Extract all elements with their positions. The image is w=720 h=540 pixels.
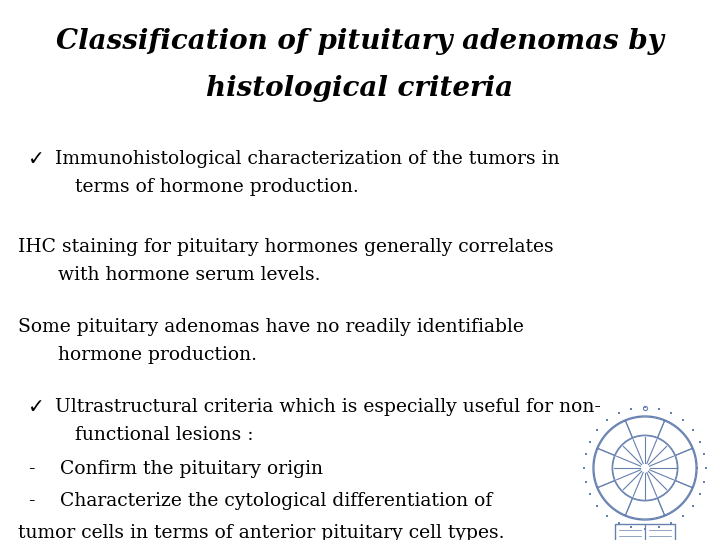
Text: hormone production.: hormone production. — [58, 346, 257, 364]
Text: ✓: ✓ — [28, 398, 45, 417]
Text: Ultrastructural criteria which is especially useful for non-: Ultrastructural criteria which is especi… — [55, 398, 601, 416]
Text: ✓: ✓ — [28, 150, 45, 169]
Text: Characterize the cytological differentiation of: Characterize the cytological differentia… — [60, 492, 492, 510]
Text: -: - — [28, 460, 35, 478]
Text: IHC staining for pituitary hormones generally correlates: IHC staining for pituitary hormones gene… — [18, 238, 554, 256]
Text: histological criteria: histological criteria — [207, 75, 513, 102]
Text: Classification of pituitary adenomas by: Classification of pituitary adenomas by — [56, 28, 664, 55]
Text: Confirm the pituitary origin: Confirm the pituitary origin — [60, 460, 323, 478]
Text: Some pituitary adenomas have no readily identifiable: Some pituitary adenomas have no readily … — [18, 318, 524, 336]
Text: functional lesions :: functional lesions : — [75, 426, 253, 444]
Text: terms of hormone production.: terms of hormone production. — [75, 178, 359, 196]
Text: with hormone serum levels.: with hormone serum levels. — [58, 266, 320, 284]
Text: Immunohistological characterization of the tumors in: Immunohistological characterization of t… — [55, 150, 559, 168]
Text: -: - — [28, 492, 35, 510]
Text: tumor cells in terms of anterior pituitary cell types.: tumor cells in terms of anterior pituita… — [18, 524, 505, 540]
